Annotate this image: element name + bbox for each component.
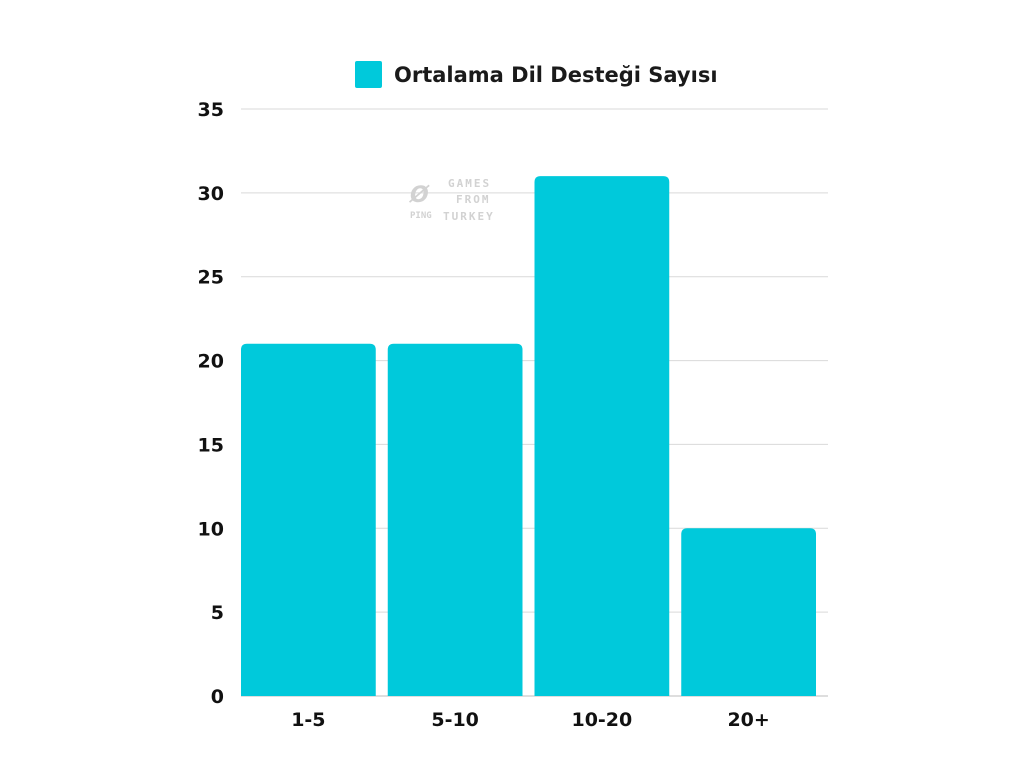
legend: Ortalama Dil Desteği Sayısı [355,61,718,88]
x-axis-ticks: 1-5 5-10 10-20 20+ [291,709,770,731]
y-tick-label: 10 [198,518,224,540]
y-tick-label: 5 [211,602,224,624]
bar-10-20 [534,176,670,697]
y-tick-label: 35 [198,99,224,121]
legend-label: Ortalama Dil Desteği Sayısı [394,63,718,87]
y-tick-label: 0 [211,686,224,708]
legend-swatch [355,61,382,88]
bar-20+ [681,528,816,696]
x-tick-label: 20+ [727,709,769,731]
bar-1-5 [241,343,376,696]
x-tick-label: 5-10 [431,709,479,731]
y-tick-label: 15 [198,434,224,456]
watermark-symbol: Ø [408,183,430,208]
y-tick-label: 25 [198,267,224,289]
watermark-line-3: TURKEY [443,210,495,223]
watermark-line-2: FROM [456,193,491,206]
watermark-logo: Ø PING GAMES FROM TURKEY [408,177,495,223]
y-tick-label: 30 [198,183,224,205]
bars [241,176,816,697]
y-tick-label: 20 [198,351,224,373]
watermark-line-1: GAMES [448,177,491,190]
x-tick-label: 10-20 [571,709,632,731]
bar-5-10 [387,343,523,696]
x-tick-label: 1-5 [291,709,325,731]
watermark-brand: PING [410,211,432,221]
y-axis-ticks: 0 5 10 15 20 25 30 35 [198,99,224,708]
